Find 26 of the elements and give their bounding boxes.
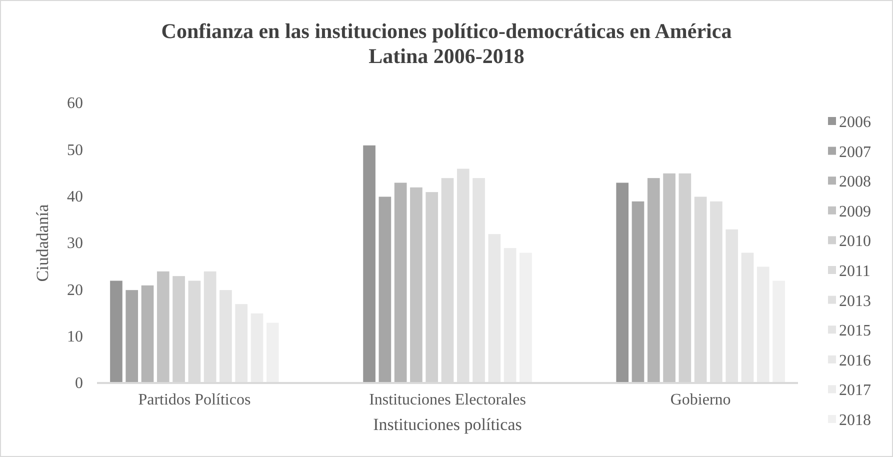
legend-label: 2009: [839, 203, 871, 220]
bar: [772, 280, 786, 384]
legend-label: 2015: [839, 322, 871, 340]
y-axis-title: Ciudadanía: [33, 204, 52, 282]
y-tick-label: 20: [67, 282, 83, 299]
legend-label: 2018: [839, 412, 871, 429]
y-tick-label: 60: [67, 95, 83, 112]
x-axis-title: Instituciones políticas: [373, 415, 522, 434]
y-tick-label: 0: [75, 375, 83, 392]
x-tick-label: Instituciones Electorales: [369, 391, 526, 408]
y-tick-label: 50: [67, 142, 83, 159]
legend-label: 2017: [839, 382, 871, 400]
y-tick-label: 30: [67, 235, 83, 252]
legend-label: 2006: [839, 114, 871, 131]
legend-label: 2016: [839, 352, 871, 370]
y-tick-label: 40: [67, 188, 83, 206]
legend-label: 2013: [839, 292, 871, 310]
x-tick-label: Partidos Políticos: [138, 391, 251, 408]
legend-label: 2011: [839, 263, 870, 280]
legend-label: 2007: [839, 144, 871, 161]
legend-label: 2008: [839, 174, 871, 191]
y-tick-label: 10: [67, 328, 83, 346]
legend-label: 2010: [839, 233, 871, 250]
bar: [109, 280, 124, 384]
chart-title: Confianza en las instituciones político-democráticas en América Latina 2006-2018: [161, 19, 732, 68]
x-tick-label: Gobierno: [670, 391, 731, 408]
